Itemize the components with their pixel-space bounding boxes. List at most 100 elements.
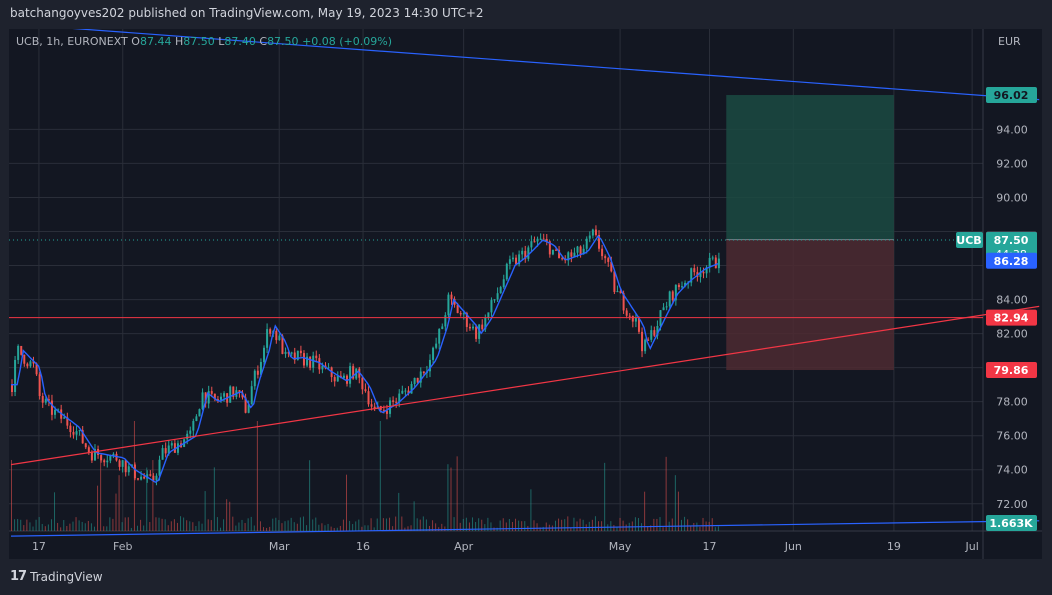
volume-bar — [176, 522, 178, 531]
candle-body — [327, 367, 330, 369]
candle-body — [367, 391, 370, 405]
currency-label[interactable]: EUR — [998, 35, 1021, 48]
volume-bar — [327, 523, 329, 531]
volume-bar — [109, 517, 111, 531]
legend-close-label: C — [259, 35, 268, 48]
y-tick-label: 84.00 — [996, 294, 1028, 307]
candle-body — [435, 343, 438, 348]
volume-bar — [616, 527, 618, 531]
volume-bar — [435, 523, 437, 531]
volume-bar — [149, 522, 151, 531]
x-tick-label: Jul — [964, 540, 978, 553]
volume-bar — [192, 522, 194, 531]
candle-body — [333, 377, 336, 382]
volume-bar — [84, 523, 86, 531]
volume-bar — [54, 492, 56, 531]
volume-bar — [398, 492, 400, 531]
candle-body — [140, 476, 143, 480]
volume-bar — [44, 526, 46, 531]
volume-bar — [336, 527, 338, 531]
candle-body — [84, 443, 87, 448]
volume-bar — [610, 521, 612, 531]
volume-bar — [674, 475, 676, 531]
candle-body — [112, 453, 115, 456]
volume-bar — [302, 516, 304, 531]
candle-body — [699, 271, 702, 277]
candle-body — [413, 377, 416, 385]
volume-bar — [567, 516, 569, 531]
volume-bar — [619, 517, 621, 531]
candle-body — [127, 466, 130, 473]
candle-body — [75, 431, 78, 435]
x-tick-label: Feb — [113, 540, 132, 553]
volume-bar — [444, 526, 446, 531]
tradingview-logo[interactable]: 17 TradingView — [10, 569, 103, 584]
volume-bar — [521, 521, 523, 531]
y-tick-label: 90.00 — [996, 191, 1028, 204]
price-tag-box — [986, 87, 1037, 104]
volume-bar — [299, 517, 301, 531]
candle-body — [610, 261, 613, 272]
candle-body — [342, 375, 345, 379]
candle-body — [422, 371, 425, 374]
volume-bar — [554, 520, 556, 531]
candle-body — [598, 234, 601, 249]
volume-bar — [223, 519, 225, 531]
volume-bar — [677, 491, 679, 531]
volume-bar — [570, 527, 572, 531]
candle-body — [499, 287, 502, 294]
volume-bar — [422, 516, 424, 531]
volume-bar — [604, 462, 606, 531]
candle-body — [44, 399, 47, 403]
volume-bar — [312, 519, 314, 531]
candle-body — [690, 268, 693, 283]
candle-body — [601, 248, 604, 257]
candle-body — [81, 430, 84, 444]
candle-body — [389, 400, 392, 414]
candle-body — [705, 267, 708, 274]
candle-body — [250, 386, 253, 405]
candle-body — [542, 238, 545, 240]
candle-body — [539, 238, 542, 240]
volume-bar — [201, 523, 203, 531]
volume-bar — [284, 521, 286, 531]
candle-body — [395, 401, 398, 403]
candle-body — [229, 386, 232, 403]
candle-body — [137, 478, 140, 480]
volume-bar — [69, 523, 71, 531]
volume-bar — [103, 526, 105, 531]
chart-frame[interactable]: 72.00 74.00 76.00 78.00 82.00 84.00 90.00 92.00… — [9, 29, 1042, 559]
volume-bar — [32, 526, 34, 531]
volume-bar — [561, 519, 563, 531]
candle-body — [253, 370, 256, 387]
volume-bar — [11, 459, 12, 531]
candle-body — [392, 400, 395, 402]
volume-bar — [462, 518, 464, 531]
volume-bar — [170, 521, 172, 531]
volume-bar — [367, 525, 369, 531]
candle-body — [634, 317, 637, 322]
volume-bar — [213, 467, 215, 531]
moving-average-line — [11, 235, 719, 484]
volume-bar — [564, 519, 566, 531]
candle-body — [266, 329, 269, 348]
volume-bar — [511, 522, 513, 531]
candle-body — [364, 389, 367, 392]
candle-body — [100, 455, 103, 461]
volume-bar — [124, 517, 126, 531]
volume-bar — [588, 521, 590, 531]
candle-body — [631, 315, 634, 322]
volume-bar — [459, 522, 461, 531]
volume-bar — [180, 516, 182, 531]
volume-bar — [432, 520, 434, 531]
volume-bar — [72, 521, 74, 531]
candle-body — [17, 345, 20, 360]
candle-body — [158, 459, 161, 476]
volume-bar — [137, 525, 139, 531]
volume-bar — [671, 518, 673, 531]
price-chart[interactable]: 72.00 74.00 76.00 78.00 82.00 84.00 90.00 92.00… — [9, 29, 1042, 559]
volume-bar — [309, 460, 311, 531]
price-tag-box — [986, 309, 1037, 326]
candle-body — [591, 229, 594, 236]
volume-bar — [87, 520, 89, 531]
